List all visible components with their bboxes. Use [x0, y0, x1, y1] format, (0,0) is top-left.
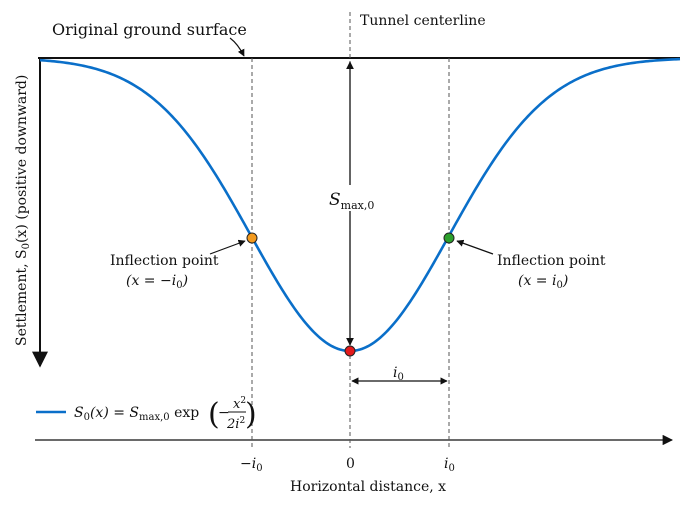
smax-label: Smax,0	[329, 190, 374, 212]
tick-left: −i0	[240, 456, 263, 474]
y-axis-label: Settlement, S0(x) (positive downward)	[14, 75, 32, 346]
svg-text:x2: x2	[233, 396, 246, 412]
settlement-curve	[39, 57, 681, 353]
svg-text:): )	[245, 397, 257, 432]
x-axis-label: Horizontal distance, x	[290, 479, 446, 495]
left-inflection-pointer	[209, 239, 246, 255]
ground-surface-pointer	[229, 37, 245, 57]
i0-dimension-label: i0	[393, 365, 404, 383]
tick-center: 0	[346, 456, 355, 472]
right-inflection-title: Inflection point	[497, 253, 606, 269]
tick-right: i0	[444, 456, 455, 474]
tunnel-centerline-label: Tunnel centerline	[360, 13, 486, 29]
ground-surface-label: Original ground surface	[52, 20, 247, 39]
right-inflection-pointer	[456, 239, 494, 255]
right-inflection-equation: (x = i0)	[518, 273, 568, 291]
left-inflection-equation: (x = −i0)	[126, 273, 188, 291]
svg-text:−: −	[218, 405, 230, 421]
max-settlement-point	[344, 345, 356, 357]
legend-formula: S0(x) = Smax,0 exp ( ) − x2 2i2	[74, 396, 257, 432]
smax-label-bg	[326, 185, 374, 211]
svg-text:(: (	[208, 397, 220, 432]
left-inflection-point	[246, 232, 258, 244]
right-inflection-point	[443, 232, 455, 244]
svg-text:2i2: 2i2	[226, 416, 245, 432]
left-inflection-title: Inflection point	[110, 253, 219, 269]
svg-text:S0(x) = Smax,0 exp: S0(x) = Smax,0 exp	[74, 405, 199, 423]
